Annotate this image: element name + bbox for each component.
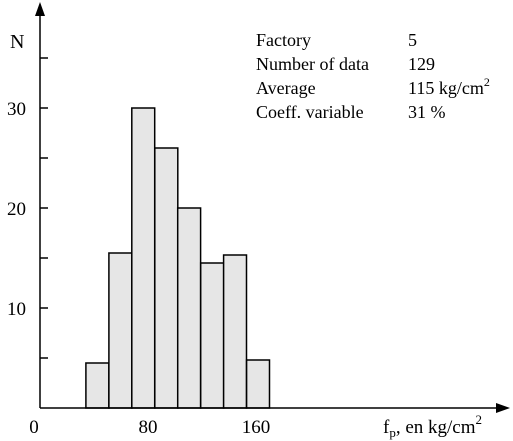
x-tick-label: 0 [29,417,39,438]
x-axis-arrow [496,403,510,413]
histogram-bar [222,254,248,409]
y-ticks: 10 20 30 [7,57,48,359]
info-label-average: Average [256,78,316,98]
info-label-factory: Factory [256,30,311,50]
y-axis-arrow [35,2,45,16]
x-ticks: 0 80 160 [29,417,270,438]
histogram-bar [199,262,225,409]
histogram-bars [85,107,271,409]
histogram-bar [85,362,110,409]
histogram-bar [108,252,133,409]
info-label-coeff-variable: Coeff. variable [256,102,364,122]
info-value-number-of-data: 129 [408,54,435,74]
axes [35,2,510,413]
y-tick-label: 20 [7,199,26,220]
histogram-bar [131,107,156,409]
x-tick-label: 80 [139,417,158,438]
y-tick-label: 10 [7,299,26,320]
x-axis-label: fp, en kg/cm2 [383,412,482,440]
histogram-bar [176,207,202,409]
info-value-factory: 5 [408,30,417,50]
y-tick-label: 30 [7,99,26,120]
info-label-number-of-data: Number of data [256,54,369,74]
x-tick-label: 160 [242,417,271,438]
histogram-bar [154,147,179,409]
info-value-average: 115 kg/cm2 [408,75,490,98]
y-axis-label: N [10,31,24,53]
info-box: Factory 5 Number of data 129 Average 115… [256,30,490,122]
info-value-coeff-variable: 31 % [408,102,446,122]
histogram-bar [245,359,271,409]
